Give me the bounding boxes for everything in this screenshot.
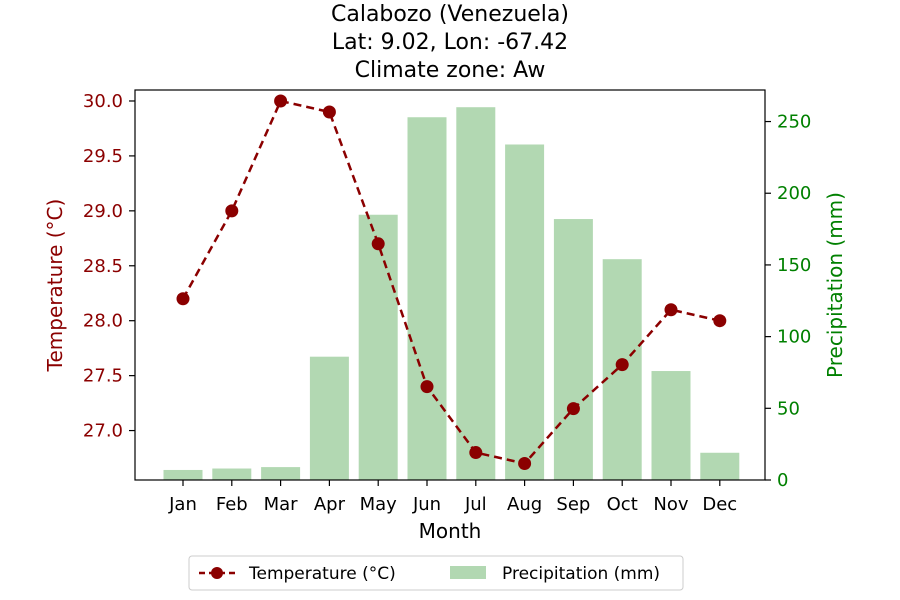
- precipitation-bar-may: [358, 214, 398, 480]
- x-tick-label-dec: Dec: [702, 494, 737, 515]
- x-axis-label: Month: [419, 519, 482, 543]
- right-tick-label: 50: [777, 398, 800, 419]
- temperature-point-sep: [566, 402, 580, 416]
- precipitation-bar-sep: [553, 219, 593, 480]
- precipitation-bar-jun: [407, 117, 447, 480]
- temperature-point-jul: [469, 446, 483, 460]
- temperature-point-aug: [518, 457, 532, 471]
- x-tick-label-jan: Jan: [168, 494, 197, 515]
- temperature-point-nov: [664, 303, 678, 317]
- month-axis: Jan Feb Mar Apr May Jun Jul Aug Sep Oct Nov Dec: [168, 480, 737, 515]
- right-tick-label: 250: [777, 112, 811, 133]
- temperature-axis: 27.0 27.5 28.0 28.5 29.0 29.5 30.0: [83, 91, 135, 442]
- left-axis-label: Temperature (°C): [43, 199, 67, 373]
- temperature-point-oct: [615, 358, 629, 372]
- legend: Temperature (°C) Precipitation (mm): [188, 555, 684, 591]
- right-axis-label: Precipitation (mm): [823, 192, 847, 378]
- temperature-point-apr: [322, 105, 336, 119]
- title-line-2: Lat: 9.02, Lon: -67.42: [332, 30, 568, 55]
- x-tick-label-apr: Apr: [314, 494, 346, 515]
- left-tick-label: 27.5: [83, 366, 123, 387]
- x-tick-label-aug: Aug: [507, 494, 542, 515]
- left-tick-label: 28.0: [83, 311, 123, 332]
- right-tick-label: 0: [777, 470, 788, 491]
- right-tick-label: 100: [777, 327, 811, 348]
- left-tick-label: 30.0: [83, 91, 123, 112]
- precipitation-bar-feb: [212, 468, 252, 480]
- precipitation-bar-aug: [505, 144, 545, 480]
- legend-temperature-marker: [211, 567, 223, 579]
- chart-title: Calabozo (Venezuela) Lat: 9.02, Lon: -67…: [331, 2, 569, 83]
- legend-temperature-label: Temperature (°C): [248, 564, 396, 584]
- temperature-series: [176, 94, 727, 471]
- x-tick-label-sep: Sep: [556, 494, 590, 515]
- title-line-3: Climate zone: Aw: [355, 58, 546, 83]
- temperature-point-feb: [225, 204, 239, 218]
- legend-precipitation-swatch: [450, 566, 486, 579]
- precipitation-bar-apr: [309, 356, 349, 480]
- right-tick-label: 150: [777, 255, 811, 276]
- precipitation-bar-jan: [163, 469, 203, 480]
- precipitation-bar-mar: [261, 467, 301, 480]
- x-tick-label-jun: Jun: [412, 494, 441, 515]
- left-tick-label: 29.5: [83, 146, 123, 167]
- temperature-line: [181, 99, 721, 465]
- plot-frame: [134, 89, 766, 481]
- precipitation-bar-nov: [651, 371, 691, 480]
- x-tick-label-may: May: [360, 494, 398, 515]
- right-tick-label: 200: [777, 183, 811, 204]
- legend-box: [188, 555, 684, 591]
- temperature-point-may: [371, 237, 385, 251]
- precipitation-axis: 0 50 100 150 200 250: [765, 112, 811, 491]
- left-tick-label: 28.5: [83, 256, 123, 277]
- temperature-point-jan: [176, 292, 190, 306]
- temperature-point-jun: [420, 380, 434, 394]
- temperature-point-mar: [274, 94, 288, 108]
- x-tick-label-oct: Oct: [607, 494, 638, 515]
- x-tick-label-feb: Feb: [216, 494, 248, 515]
- precipitation-bars: [163, 107, 740, 481]
- x-tick-label-mar: Mar: [264, 494, 299, 515]
- legend-precipitation-label: Precipitation (mm): [502, 564, 660, 584]
- precipitation-bar-dec: [700, 452, 740, 480]
- x-tick-label-nov: Nov: [653, 494, 688, 515]
- title-line-1: Calabozo (Venezuela): [331, 2, 569, 27]
- x-tick-label-jul: Jul: [464, 494, 487, 515]
- left-tick-label: 29.0: [83, 201, 123, 222]
- temperature-point-dec: [713, 314, 727, 328]
- left-tick-label: 27.0: [83, 421, 123, 442]
- precipitation-bar-jul: [456, 107, 496, 481]
